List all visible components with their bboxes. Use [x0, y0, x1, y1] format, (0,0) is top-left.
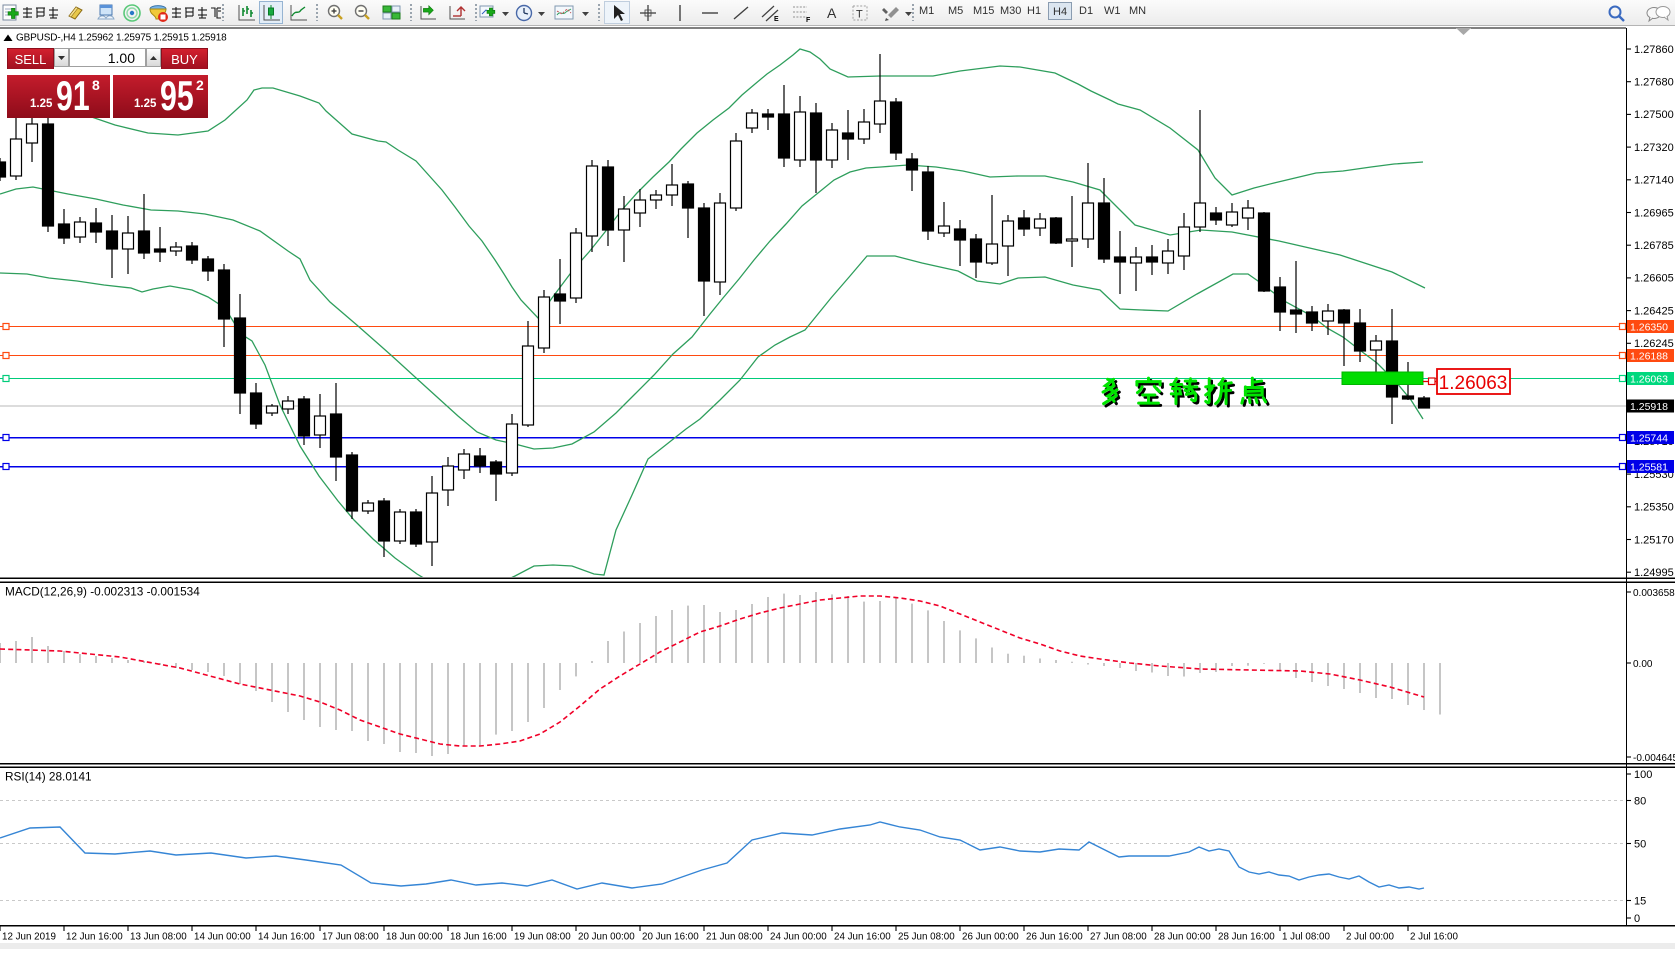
svg-text:15: 15 — [1634, 895, 1646, 907]
svg-text:1.26350: 1.26350 — [1630, 321, 1668, 333]
svg-text:1.27140: 1.27140 — [1634, 175, 1674, 187]
svg-text:2 Jul 16:00: 2 Jul 16:00 — [1410, 932, 1458, 943]
svg-text:1.27860: 1.27860 — [1634, 44, 1674, 56]
svg-text:0.00: 0.00 — [1633, 659, 1653, 670]
svg-text:1.26425: 1.26425 — [1634, 305, 1674, 317]
svg-text:A: A — [827, 5, 837, 21]
svg-text:0: 0 — [1634, 913, 1640, 925]
svg-text:26 Jun 00:00: 26 Jun 00:00 — [962, 932, 1019, 943]
svg-text:1.27320: 1.27320 — [1634, 142, 1674, 154]
svg-text:-0.004645: -0.004645 — [1633, 753, 1675, 764]
svg-text:1.25350: 1.25350 — [1634, 502, 1674, 514]
svg-text:14 Jun 16:00: 14 Jun 16:00 — [258, 932, 315, 943]
svg-text:1.27500: 1.27500 — [1634, 109, 1674, 121]
svg-text:0.003658: 0.003658 — [1633, 588, 1675, 599]
svg-text:1.24995: 1.24995 — [1634, 567, 1674, 579]
svg-text:17 Jun 08:00: 17 Jun 08:00 — [322, 932, 379, 943]
svg-text:1 Jul 08:00: 1 Jul 08:00 — [1282, 932, 1330, 943]
svg-text:E: E — [774, 16, 779, 23]
svg-text:1.25918: 1.25918 — [1630, 401, 1668, 413]
svg-text:GBPUSD-,H4 1.25962 1.25975 1.: GBPUSD-,H4 1.25962 1.25975 1.25915 1.259… — [16, 33, 227, 44]
svg-text:F: F — [806, 17, 811, 23]
svg-text:1.26188: 1.26188 — [1630, 350, 1668, 362]
svg-text:26 Jun 16:00: 26 Jun 16:00 — [1026, 932, 1083, 943]
svg-text:12 Jun 16:00: 12 Jun 16:00 — [66, 932, 123, 943]
svg-text:27 Jun 08:00: 27 Jun 08:00 — [1090, 932, 1147, 943]
svg-text:14 Jun 00:00: 14 Jun 00:00 — [194, 932, 251, 943]
svg-text:20 Jun 00:00: 20 Jun 00:00 — [578, 932, 635, 943]
svg-text:18 Jun 16:00: 18 Jun 16:00 — [450, 932, 507, 943]
svg-text:2 Jul 00:00: 2 Jul 00:00 — [1346, 932, 1394, 943]
svg-text:T: T — [856, 9, 863, 21]
svg-text:1.26785: 1.26785 — [1634, 240, 1674, 252]
svg-text:1.25581: 1.25581 — [1630, 461, 1668, 473]
svg-text:1.25170: 1.25170 — [1634, 534, 1674, 546]
svg-text:100: 100 — [1634, 769, 1652, 781]
svg-text:1.26965: 1.26965 — [1634, 207, 1674, 219]
svg-text:21 Jun 08:00: 21 Jun 08:00 — [706, 932, 763, 943]
svg-text:RSI(14) 28.0141: RSI(14) 28.0141 — [5, 770, 92, 784]
svg-text:24 Jun 00:00: 24 Jun 00:00 — [770, 932, 827, 943]
svg-text:1.26605: 1.26605 — [1634, 273, 1674, 285]
svg-text:20 Jun 16:00: 20 Jun 16:00 — [642, 932, 699, 943]
svg-text:1.25744: 1.25744 — [1630, 432, 1668, 444]
svg-text:80: 80 — [1634, 795, 1646, 807]
svg-text:28 Jun 16:00: 28 Jun 16:00 — [1218, 932, 1275, 943]
svg-text:13 Jun 08:00: 13 Jun 08:00 — [130, 932, 187, 943]
svg-text:24 Jun 16:00: 24 Jun 16:00 — [834, 932, 891, 943]
svg-text:28 Jun 00:00: 28 Jun 00:00 — [1154, 932, 1211, 943]
svg-text:1.27680: 1.27680 — [1634, 77, 1674, 89]
svg-text:1.26063: 1.26063 — [1439, 373, 1508, 394]
svg-text:25 Jun 08:00: 25 Jun 08:00 — [898, 932, 955, 943]
svg-text:19 Jun 08:00: 19 Jun 08:00 — [514, 932, 571, 943]
svg-text:50: 50 — [1634, 838, 1646, 850]
svg-text:MACD(12,26,9) -0.002313 -0.001: MACD(12,26,9) -0.002313 -0.001534 — [5, 585, 200, 599]
svg-text:12 Jun 2019: 12 Jun 2019 — [2, 932, 56, 943]
svg-text:18 Jun 00:00: 18 Jun 00:00 — [386, 932, 443, 943]
svg-text:1.26063: 1.26063 — [1630, 373, 1668, 385]
svg-text:1.26245: 1.26245 — [1634, 338, 1674, 350]
